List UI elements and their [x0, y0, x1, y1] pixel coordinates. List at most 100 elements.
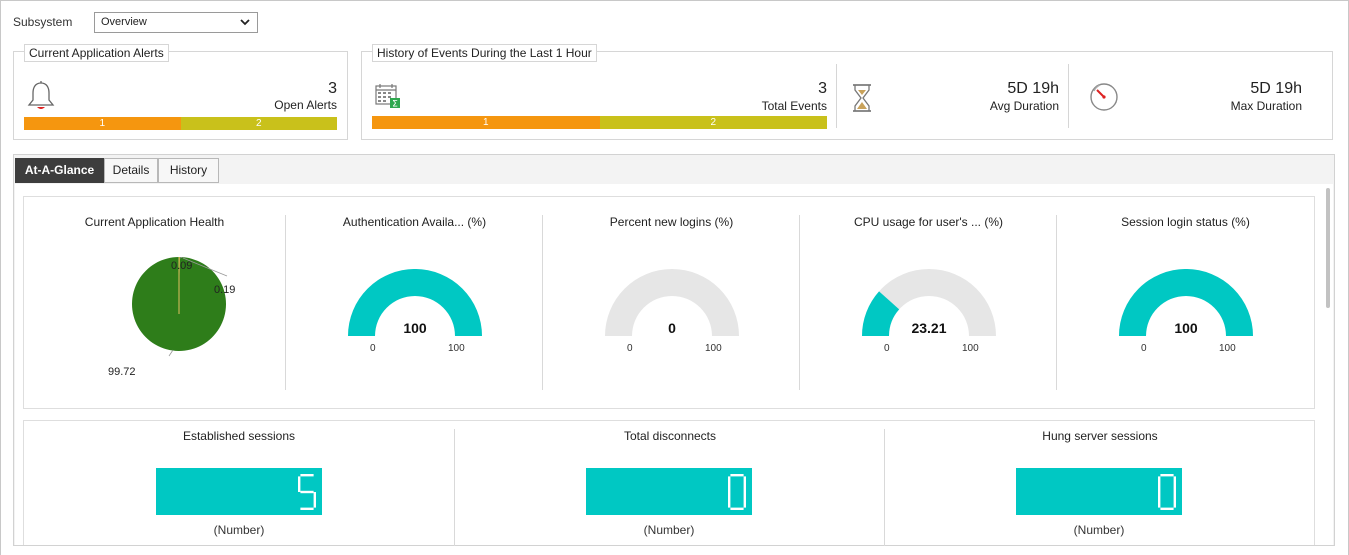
history-panel: History of Events During the Last 1 Hour…: [361, 44, 1333, 140]
severity-major-segment[interactable]: 1: [24, 117, 181, 130]
digit-segment-c: [313, 492, 316, 508]
gauge-max: 100: [705, 343, 722, 354]
subsystem-select[interactable]: Overview: [94, 12, 258, 33]
svg-text:Σ: Σ: [392, 100, 398, 110]
gauge-title: Authentication Availa... (%): [342, 215, 487, 229]
tab-history[interactable]: History: [158, 158, 219, 183]
alerts-severity-bar[interactable]: 1 2: [24, 117, 337, 130]
gauge-fill[interactable]: [1119, 269, 1253, 336]
gauge-value: 23.21: [911, 320, 947, 336]
counter-display: [586, 468, 752, 515]
gauge-fill[interactable]: [862, 291, 900, 336]
digit-segment-c: [743, 492, 746, 508]
gauge-title: Session login status (%): [1121, 215, 1250, 229]
history-legend: History of Events During the Last 1 Hour: [372, 44, 597, 62]
counter-unit: (Number): [1073, 523, 1125, 537]
counter-unit: (Number): [643, 523, 695, 537]
counter-title: Total disconnects: [623, 429, 717, 443]
cell-divider: [799, 215, 800, 390]
gauge-min: 0: [627, 343, 633, 354]
gauge-title: CPU usage for user's ... (%): [853, 215, 1003, 229]
digit-segment-f: [728, 476, 731, 492]
total-events-label: Total Events: [761, 99, 827, 113]
avg-duration-value: 5D 19h: [1007, 80, 1059, 97]
seven-segment-digit: [1158, 474, 1176, 510]
digit-segment-d: [1160, 507, 1174, 510]
cell-divider: [454, 429, 455, 546]
digit-segment-a: [300, 474, 314, 477]
at-a-glance-content: Current Application Health 0.09 0.19 99.…: [15, 184, 1333, 546]
gauge-max: 100: [962, 343, 979, 354]
open-alerts-label: Open Alerts: [274, 98, 337, 112]
seven-segment-digit: [298, 474, 316, 510]
gauge-value: 0: [668, 320, 676, 336]
severity-minor-segment[interactable]: 2: [599, 116, 827, 129]
pie-label-small: 0.09: [171, 260, 193, 272]
current-alerts-panel: Current Application Alerts 3 Open Alerts…: [13, 44, 348, 140]
pie-leader-small: [179, 257, 184, 259]
digit-segment-a: [730, 474, 744, 477]
cell-divider: [285, 215, 286, 390]
avg-duration-label: Avg Duration: [989, 99, 1059, 113]
hourglass-icon: [853, 84, 871, 112]
counter-display: [1016, 468, 1182, 515]
health-pie-chart: [132, 257, 228, 357]
events-severity-bar[interactable]: 1 2: [372, 116, 827, 129]
digit-segment-b: [1173, 476, 1176, 492]
severity-minor-segment[interactable]: 2: [180, 117, 337, 130]
gauge-min: 0: [1141, 343, 1147, 354]
gauge-max: 100: [448, 343, 465, 354]
max-duration-label: Max Duration: [1230, 99, 1302, 113]
current-alerts-legend: Current Application Alerts: [24, 44, 169, 62]
digit-segment-d: [300, 507, 314, 510]
chevron-down-icon: [240, 19, 250, 26]
gauge-track: [862, 269, 996, 336]
pie-label-large: 99.72: [108, 366, 136, 378]
tab-at-a-glance[interactable]: At-A-Glance: [15, 158, 104, 183]
digit-segment-c: [1173, 492, 1176, 508]
gauge-cpu-usage: [862, 269, 996, 336]
pie-label-medium: 0.19: [214, 284, 236, 296]
history-divider: [836, 64, 837, 128]
tab-details[interactable]: Details: [104, 158, 158, 183]
cell-divider: [1056, 215, 1057, 390]
counters-card: Established sessions (Number) Total disc…: [23, 420, 1315, 546]
subsystem-label: Subsystem: [13, 15, 73, 29]
counter-title: Established sessions: [182, 429, 296, 443]
gauge-track: [605, 269, 739, 336]
digit-segment-a: [1160, 474, 1174, 477]
tabs-container: At-A-Glance Details History Current Appl…: [13, 154, 1335, 546]
gauge-title: Percent new logins (%): [609, 215, 734, 229]
gauge-min: 0: [370, 343, 376, 354]
gauge-authentication: [348, 269, 482, 336]
cell-divider: [542, 215, 543, 390]
gauge-min: 0: [884, 343, 890, 354]
gauge-fill[interactable]: [348, 269, 482, 336]
digit-segment-g: [300, 490, 314, 494]
calendar-icon: Σ: [375, 84, 400, 110]
pie-leader-large: [168, 349, 174, 357]
counter-display: [156, 468, 322, 515]
counter-title: Hung server sessions: [1042, 429, 1158, 443]
history-divider: [1068, 64, 1069, 128]
digit-segment-f: [1158, 476, 1161, 492]
seven-segment-digit: [728, 474, 746, 510]
digit-segment-e: [1158, 492, 1161, 508]
subsystem-selected-value: Overview: [101, 16, 147, 28]
health-gauges-card: Current Application Health 0.09 0.19 99.…: [23, 196, 1315, 409]
total-events-count: 3: [818, 80, 827, 97]
open-alerts-count: 3: [328, 80, 337, 97]
bell-icon: [27, 81, 55, 109]
gauge-value: 100: [403, 320, 427, 336]
digit-segment-d: [730, 507, 744, 510]
vertical-scrollbar[interactable]: [1326, 188, 1330, 308]
gauge-new-logins: [605, 269, 739, 336]
health-title: Current Application Health: [84, 215, 225, 229]
digit-segment-f: [298, 476, 301, 492]
severity-major-segment[interactable]: 1: [372, 116, 600, 129]
gauge-max: 100: [1219, 343, 1236, 354]
pie-leader-medium: [182, 257, 228, 277]
digit-segment-e: [728, 492, 731, 508]
counter-unit: (Number): [213, 523, 265, 537]
gauge-session-login: [1119, 269, 1253, 336]
